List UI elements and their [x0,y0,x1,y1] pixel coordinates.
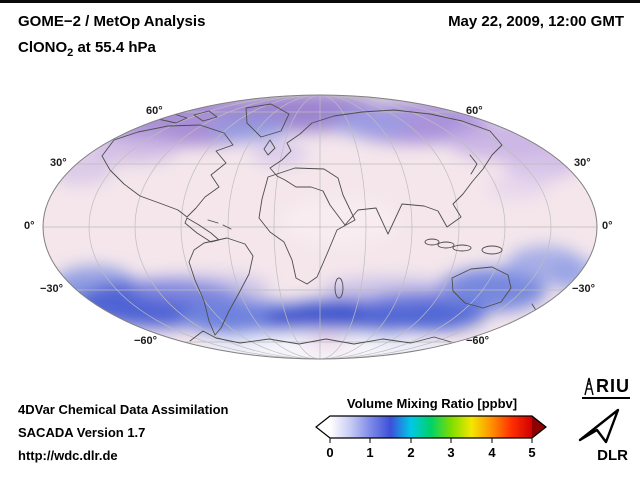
colorbar-tick-2: 2 [407,445,414,460]
colorbar-overflow-arrow [532,416,546,438]
colorbar-scale: 0 1 2 3 4 5 [315,415,547,460]
figure-title: GOME−2 / MetOp Analysis [18,13,206,30]
colorbar-tick-5: 5 [528,445,535,460]
credit-line-version: SACADA Version 1.7 [18,425,146,440]
species-name: ClONO [18,39,68,56]
lat-label-30s-left: −30° [40,283,64,295]
colorbar-tick-4: 4 [488,445,496,460]
credit-line-url: http://wdc.dlr.de [18,448,118,463]
lat-label-60n-right: 60° [466,105,483,117]
lat-label-30n-right: 30° [574,157,591,169]
colorbar-tick-1: 1 [366,445,373,460]
lat-label-0-left: 0° [24,220,35,232]
figure-subtitle: ClONO2 at 55.4 hPa [18,39,156,59]
species-subscript: 2 [67,47,74,59]
lat-label-30n-left: 30° [50,157,67,169]
lat-label-60n-left: 60° [146,105,163,117]
colorbar-gradient [330,416,532,438]
timestamp: May 22, 2009, 12:00 GMT [448,13,624,30]
lat-label-0-right: 0° [602,220,613,232]
pressure-level: at 55.4 hPa [73,39,156,56]
dlr-logo-icon [578,408,620,444]
riu-logo: RIU [582,376,630,399]
world-map [40,92,600,362]
colorbar-tickmarks [329,438,533,443]
dlr-logo-text: DLR [597,447,628,464]
riu-logo-text: RIU [596,376,630,396]
lat-label-30s-right: −30° [572,283,596,295]
colorbar-title: Volume Mixing Ratio [ppbv] [346,396,518,411]
lat-label-60s-left: −60° [134,335,158,347]
colorbar-underflow-arrow [316,416,330,438]
colorbar-tick-0: 0 [326,445,333,460]
lat-label-60s-right: −60° [466,335,490,347]
riu-mast-icon [584,377,594,396]
coastlines [101,103,538,345]
colorbar-tick-3: 3 [447,445,454,460]
logo-block: RIU DLR [558,376,630,464]
mollweide-projection [42,94,598,360]
map-outline [42,94,598,360]
colorbar: Volume Mixing Ratio [ppbv] [314,396,550,465]
credit-line-assimilation: 4DVar Chemical Data Assimilation [18,402,229,417]
top-border [0,0,640,3]
